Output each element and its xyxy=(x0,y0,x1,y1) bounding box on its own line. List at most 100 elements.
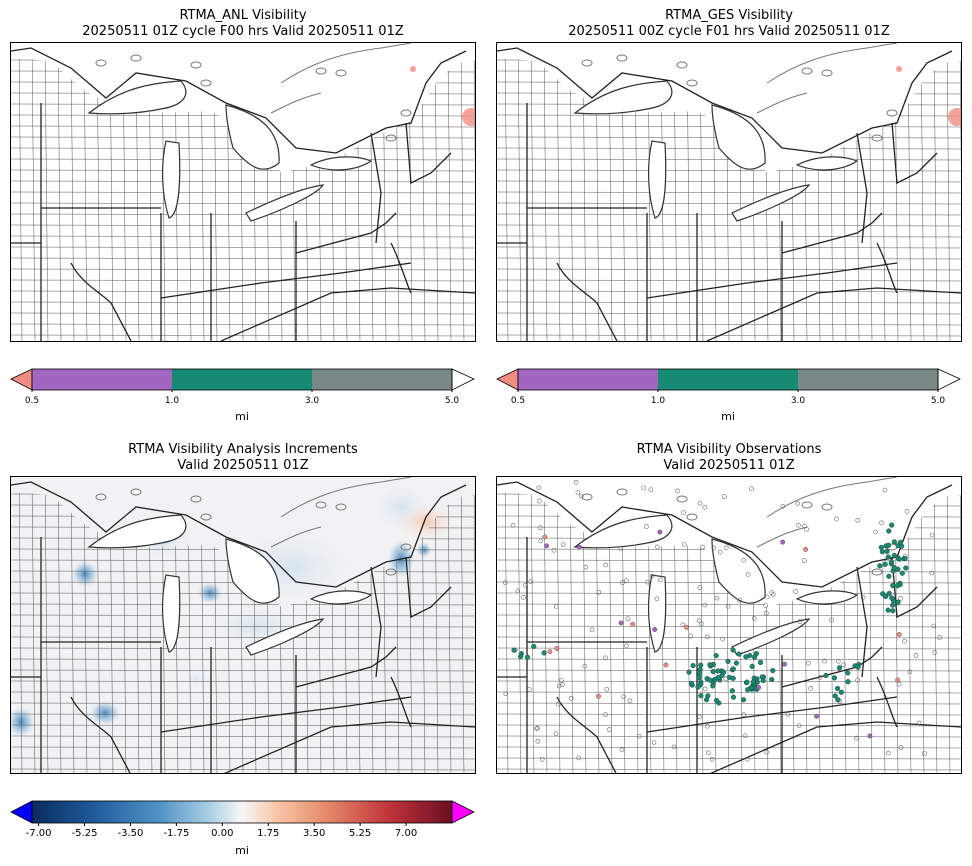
station-obs-marker xyxy=(637,733,642,739)
station-obs-marker xyxy=(675,488,680,494)
station-obs-marker xyxy=(655,544,660,550)
station-obs-marker xyxy=(763,603,768,608)
station-obs-marker xyxy=(547,649,553,655)
colorbar-bin-3.0-5.0 xyxy=(312,369,452,390)
colorbar-tick-label: 1.0 xyxy=(164,396,180,406)
station-obs-marker xyxy=(741,712,746,717)
station-obs-marker xyxy=(711,545,717,551)
station-obs-marker xyxy=(749,486,754,491)
station-obs-marker xyxy=(715,674,721,681)
station-obs-marker xyxy=(806,660,811,666)
station-obs-marker xyxy=(725,658,731,665)
canada-lakes xyxy=(581,477,898,576)
station-obs-marker xyxy=(780,539,786,545)
overlay-anl xyxy=(410,66,475,126)
station-obs-marker xyxy=(556,683,562,689)
colorbar-bin-1.0-3.0 xyxy=(172,369,312,390)
station-obs-marker xyxy=(589,627,595,633)
station-obs-marker xyxy=(624,643,629,649)
station-obs-marker xyxy=(888,559,895,565)
station-obs-marker xyxy=(671,744,677,750)
station-obs-marker xyxy=(902,638,907,644)
station-obs-marker xyxy=(845,670,851,676)
station-obs-marker xyxy=(510,522,516,528)
station-obs-marker xyxy=(817,675,823,680)
station-obs-marker xyxy=(680,622,686,628)
station-obs-marker xyxy=(822,658,827,664)
station-obs-marker xyxy=(697,585,703,590)
map-svg xyxy=(497,43,961,341)
station-obs-marker xyxy=(883,593,889,600)
station-obs-marker xyxy=(907,669,913,675)
station-obs-marker xyxy=(845,679,851,685)
station-obs-marker xyxy=(937,635,943,640)
station-obs-marker xyxy=(749,663,755,670)
station-obs-marker xyxy=(621,694,626,699)
colorbar-tick-label: -5.25 xyxy=(71,828,98,839)
map-anl-visibility xyxy=(10,42,476,342)
station-obs-marker xyxy=(645,579,650,585)
panel3-title: RTMA Visibility Analysis Increments Vali… xyxy=(10,442,476,474)
station-obs-marker xyxy=(740,697,747,703)
colorbar-under-triangle xyxy=(10,800,33,824)
colorbar-ges: 0.5 1.0 3.0 5.0 mi xyxy=(496,368,962,438)
station-obs-marker xyxy=(891,539,898,545)
great-lakes xyxy=(573,514,859,656)
station-obs-marker xyxy=(841,662,846,668)
station-obs-marker xyxy=(882,487,888,493)
panel4-title-line1: RTMA Visibility Observations xyxy=(636,442,822,457)
station-obs-marker xyxy=(898,745,904,750)
station-obs-marker xyxy=(725,604,731,609)
station-obs-marker xyxy=(710,683,716,689)
station-obs-marker xyxy=(729,688,735,694)
station-obs-marker xyxy=(652,627,658,632)
panel2-title-line2: 20250511 00Z cycle F01 hrs Valid 2025051… xyxy=(568,24,890,39)
station-obs-marker xyxy=(884,548,890,555)
station-obs-marker xyxy=(895,677,900,683)
station-obs-marker xyxy=(764,749,770,755)
low-vis-area xyxy=(948,108,961,126)
station-obs-marker xyxy=(855,517,861,523)
station-obs-marker xyxy=(688,633,693,639)
station-obs-marker xyxy=(522,583,528,588)
station-obs-marker xyxy=(596,693,601,699)
station-obs-marker xyxy=(537,525,543,531)
station-obs-marker xyxy=(891,564,897,571)
observation-stations xyxy=(502,480,943,762)
station-obs-marker xyxy=(886,528,892,534)
canada-lakes xyxy=(581,43,898,142)
station-obs-marker xyxy=(553,731,559,737)
station-obs-marker xyxy=(804,526,809,532)
station-obs-marker xyxy=(535,738,541,744)
panel1-title-line2: 20250511 01Z cycle F00 hrs Valid 2025051… xyxy=(82,24,404,39)
station-obs-marker xyxy=(618,546,624,551)
station-obs-marker xyxy=(697,500,703,506)
station-obs-marker xyxy=(873,529,878,535)
station-obs-marker xyxy=(705,723,710,729)
station-obs-marker xyxy=(742,733,748,739)
canada-lakes xyxy=(95,477,412,576)
station-obs-marker xyxy=(515,588,521,594)
station-obs-marker xyxy=(560,682,565,687)
station-obs-marker xyxy=(603,712,608,717)
low-vis-area xyxy=(462,108,475,126)
canada-lakes xyxy=(95,43,412,142)
station-obs-marker xyxy=(528,579,534,584)
station-obs-marker xyxy=(855,677,860,683)
station-obs-marker xyxy=(607,727,612,732)
station-obs-marker xyxy=(860,595,866,600)
station-obs-marker xyxy=(555,701,561,707)
station-obs-marker xyxy=(707,662,713,668)
station-obs-marker xyxy=(657,529,663,535)
station-obs-marker xyxy=(897,539,904,546)
station-obs-marker xyxy=(782,661,787,667)
station-obs-marker xyxy=(713,653,719,659)
station-obs-marker xyxy=(699,621,704,627)
station-obs-marker xyxy=(796,522,801,528)
station-obs-marker xyxy=(686,669,692,675)
station-obs-marker xyxy=(698,662,704,668)
station-obs-marker xyxy=(891,552,897,559)
colorbar-tick-label: 3.50 xyxy=(303,828,326,839)
station-obs-marker xyxy=(902,555,908,562)
station-obs-marker xyxy=(730,666,736,672)
